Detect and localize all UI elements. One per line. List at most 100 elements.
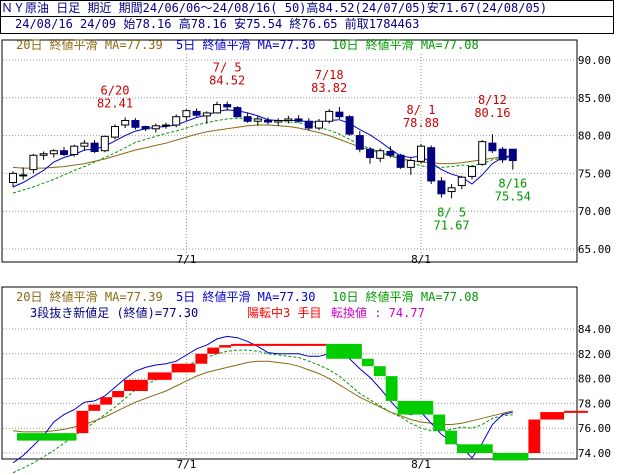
candle-body [131,119,140,128]
candle-body [111,126,119,138]
chart-canvas: 20日 終値平滑 MA=77.39 5日 終値平滑 MA=77.30 10日 終値平… [1,37,611,474]
panel1-ytick: 80.00 [578,130,611,143]
candle-body [468,166,476,177]
candle-body [100,135,109,152]
candle-body [376,150,385,159]
line-break-block [207,347,220,354]
panel2-legend-1: 20日 終値平滑 MA=77.39 [16,289,163,304]
candle-body [60,150,68,156]
candle-body [192,110,201,116]
panel2-xtick: 7/1 [176,458,196,471]
annotation-value: 83.82 [311,81,347,95]
annotation-date: 8/ 1 [407,103,436,117]
line-break-block [147,372,172,380]
line-break-block [361,358,374,367]
candle-body [417,145,425,162]
candle-body [49,150,58,155]
line-break-block [17,433,77,441]
panel1-ytick: 70.00 [578,205,611,218]
line-break-block [373,366,386,377]
panel2-ytick: 74.00 [578,447,611,460]
candle-body [264,119,272,123]
candle-body [253,118,262,122]
candle-body [151,125,160,130]
annotation-date: 8/16 [498,177,527,191]
candle-body [141,126,150,130]
panel1-legend-1: 20日 終値平滑 MA=77.39 [16,37,163,52]
panel2-xtick: 8/1 [411,458,431,471]
panel2-info-1: 3段抜き新値足 (終値)=77.30 [30,305,198,320]
panel1-legend-3: 10日 終値平滑 MA=77.08 [332,37,479,52]
candle-body [294,118,303,122]
line-break-block [112,391,125,398]
line-break-block [564,410,588,413]
panel2-ytick: 78.00 [578,397,611,410]
candle-body [70,145,79,155]
candle-body [274,119,283,123]
panel2-info-3: 3 手目 [283,306,321,320]
line-break-block [124,379,148,391]
candle-body [233,107,242,118]
candle-body [182,110,191,118]
candle-body [447,187,456,193]
annotation-date: 6/20 [101,83,130,97]
candle-body [243,116,252,122]
candle-body [325,110,334,122]
line-break-block [457,444,493,453]
candle-body [172,116,181,126]
line-break-block [326,343,362,359]
line-break-block [492,453,529,461]
candle-body [366,148,374,159]
annotation-date: 7/18 [315,68,344,82]
panel2-ma10-line [12,349,513,474]
candle-body [284,118,293,121]
line-break-block [540,412,565,420]
panel2-ytick: 80.00 [578,373,611,386]
line-break-block [100,397,113,405]
candle-body [162,124,170,127]
annotation-date: 8/12 [478,93,507,107]
panel2-legend-3: 10日 終値平滑 MA=77.08 [332,289,479,304]
annotation-value: 84.52 [209,74,245,88]
line-break-block [219,345,232,348]
annotation-value: 82.41 [97,96,133,110]
candle-body [478,141,487,165]
panel2-ma20-line [12,360,513,433]
candle-body [223,104,232,108]
annotation-value: 71.67 [434,218,470,232]
candle-body [386,150,395,156]
panel1-ytick: 90.00 [578,54,611,67]
panel2-legend-2: 5日 終値平滑 MA=77.30 [176,289,315,304]
panel2-frame [1,286,578,460]
panel2-info-4: 転換値 : 74.77 [331,305,425,320]
annotation-value: 75.54 [495,190,531,204]
annotation-date: 7/ 5 [213,61,242,75]
header-line-2: 24/08/16 24/09 始78.16 高78.16 安75.54 終76.… [0,16,614,34]
candle-body [457,176,466,186]
panel2-ytick: 82.00 [578,348,611,361]
line-break-block [171,363,196,373]
candle-body [315,120,323,129]
annotation-date: 8/ 5 [437,205,466,219]
candle-body [9,172,17,183]
candle-body [345,116,354,135]
candle-body [335,111,344,118]
candle-body [304,120,313,129]
line-break-block [76,410,89,434]
line-break-block [397,400,434,415]
candle-body [80,142,89,147]
line-break-block [528,419,541,453]
panel1-xtick: 7/1 [176,253,196,266]
candle-body [508,148,517,162]
annotation-value: 80.16 [474,106,510,120]
header-title: ＮＹ原油 日足 期近 期間24/06/06～24/08/16( 50)高84.5… [1,1,548,15]
line-break-block [88,404,101,411]
candle-body [355,135,364,150]
line-break-block [231,343,327,346]
panel1-ytick: 75.00 [578,167,611,180]
panel2-ytick: 76.00 [578,422,611,435]
candle-body [406,160,415,168]
line-break-block [445,430,458,445]
panel1-legend-2: 5日 終値平滑 MA=77.30 [176,37,315,52]
